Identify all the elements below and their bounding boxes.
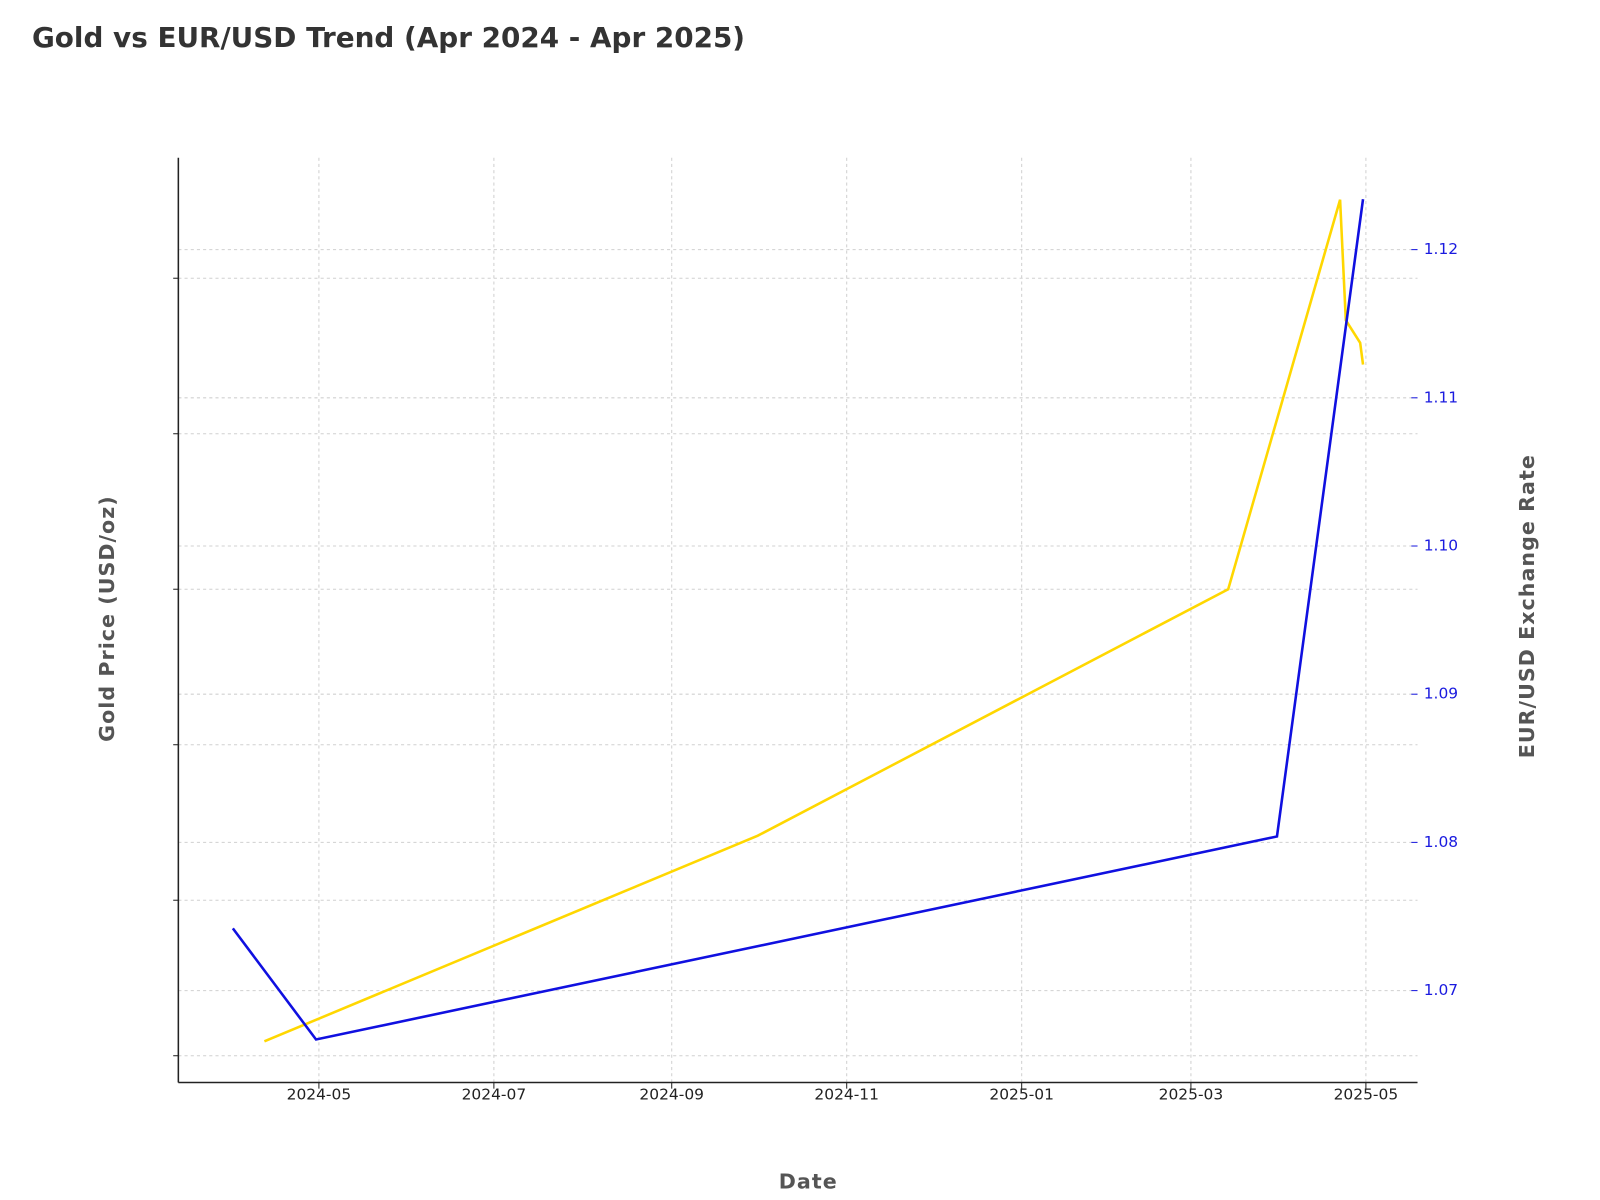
y2-tick-label: 1.09 [1424, 685, 1458, 703]
y2-tick-label: 1.10 [1424, 537, 1458, 555]
y2-tick-label: 1.08 [1424, 833, 1458, 851]
x-tick-label: 2024-09 [639, 1085, 704, 1103]
x-tick-label: 2024-07 [462, 1085, 527, 1103]
line-series [231, 199, 1365, 1041]
line-series [263, 199, 1365, 1043]
x-tick-label: 2025-05 [1334, 1085, 1399, 1103]
chart-title: Gold vs EUR/USD Trend (Apr 2024 - Apr 20… [32, 21, 745, 54]
x-tick-label: 2024-11 [814, 1085, 879, 1103]
x-tick-label: 2025-03 [1159, 1085, 1224, 1103]
x-tick-label: 2024-05 [287, 1085, 352, 1103]
y2-tick-label: 1.07 [1424, 981, 1458, 999]
x-axis-label: Date [779, 1169, 838, 1193]
y2-axis-label: EUR/USD Exchange Rate [1515, 454, 1539, 758]
x-tick-label: 2025-01 [989, 1085, 1054, 1103]
y-axis-label: Gold Price (USD/oz) [95, 495, 119, 742]
y2-tick-label: 1.11 [1424, 388, 1458, 406]
y2-tick-label: 1.12 [1424, 240, 1458, 258]
